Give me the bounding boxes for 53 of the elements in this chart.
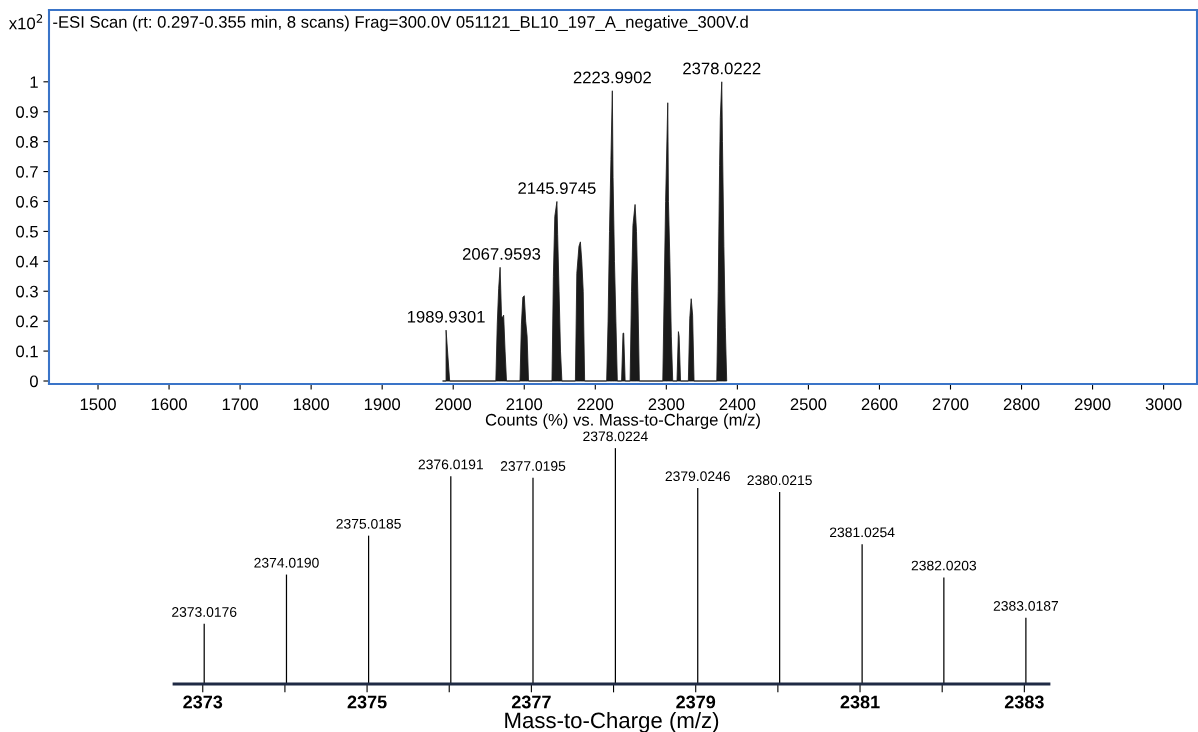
chart-title: -ESI Scan (rt: 0.297-0.355 min, 8 scans) Frag=300.0V 051121_BL10_197_A_negative_300V.d	[53, 15, 748, 32]
x-tick-label: 2500	[790, 398, 827, 411]
x-axis-title: Mass-to-Charge (m/z)	[505, 711, 719, 732]
x-tick-label: 2800	[1003, 398, 1040, 411]
annotation: 2067.9593	[462, 248, 541, 260]
x-tick-label: 2000	[435, 398, 472, 411]
annotation: 2378.0224	[583, 431, 648, 442]
x-tick-label: 2100	[506, 398, 543, 411]
x-tick-label: 2381	[840, 695, 880, 709]
x-tick-label: 3000	[1145, 398, 1182, 411]
y-tick-label: 0.5	[16, 225, 38, 238]
annotation: 2145.9745	[518, 182, 596, 195]
annotation: 2378.0222	[683, 62, 761, 75]
x-tick-label: 2300	[648, 398, 685, 411]
annotation: 2374.0190	[254, 557, 319, 568]
x-tick-label: 1600	[151, 398, 187, 411]
y-tick-label: 0.4	[16, 255, 39, 268]
x-tick-label: 2200	[577, 398, 614, 411]
y-tick-label: 0.9	[16, 106, 38, 118]
y-tick-label: 0.3	[16, 285, 38, 298]
annotation: 2383.0187	[993, 600, 1059, 611]
y-tick-label: 0.7	[16, 165, 38, 178]
y-tick-label: 0.8	[16, 136, 38, 148]
x-tick-label: 2375	[347, 695, 387, 709]
annotation: 1989.9301	[407, 310, 485, 323]
annotation: 2223.9902	[573, 71, 651, 84]
y-axis-title: x10$^{2}$	[9, 14, 43, 30]
y-tick-label: 0.6	[16, 195, 38, 208]
x-tick-label: 2377	[511, 695, 551, 709]
annotation: 2381.0254	[830, 527, 895, 538]
x-axis-title: Counts (%) vs. Mass-to-Charge (m/z)	[485, 413, 760, 429]
x-tick-label: 1800	[293, 398, 330, 411]
y-tick-label: 0.1	[16, 345, 38, 358]
y-tick-label: 0.2	[16, 315, 38, 328]
annotation: 2373.0176	[172, 607, 237, 617]
annotation: 2380.0215	[747, 475, 812, 486]
x-tick-label: 2900	[1074, 398, 1111, 411]
annotation: 2376.0191	[418, 459, 483, 470]
annotation: 2379.0246	[665, 471, 730, 482]
annotation: 2382.0203	[911, 560, 977, 571]
x-tick-label: 1500	[80, 398, 116, 411]
annotation: 2377.0195	[500, 461, 566, 471]
x-tick-label: 2600	[861, 398, 898, 411]
x-tick-label: 2379	[676, 695, 716, 709]
annotation: 2375.0185	[336, 518, 401, 529]
x-tick-label: 2400	[719, 398, 756, 411]
y-tick-label: 1	[30, 76, 38, 88]
x-tick-label: 1700	[222, 398, 258, 411]
x-tick-label: 2700	[932, 398, 969, 411]
y-tick-label: 0	[29, 375, 38, 388]
x-tick-label: 1900	[364, 398, 401, 411]
x-tick-label: 2373	[183, 695, 223, 709]
x-tick-label: 2383	[1004, 695, 1044, 709]
